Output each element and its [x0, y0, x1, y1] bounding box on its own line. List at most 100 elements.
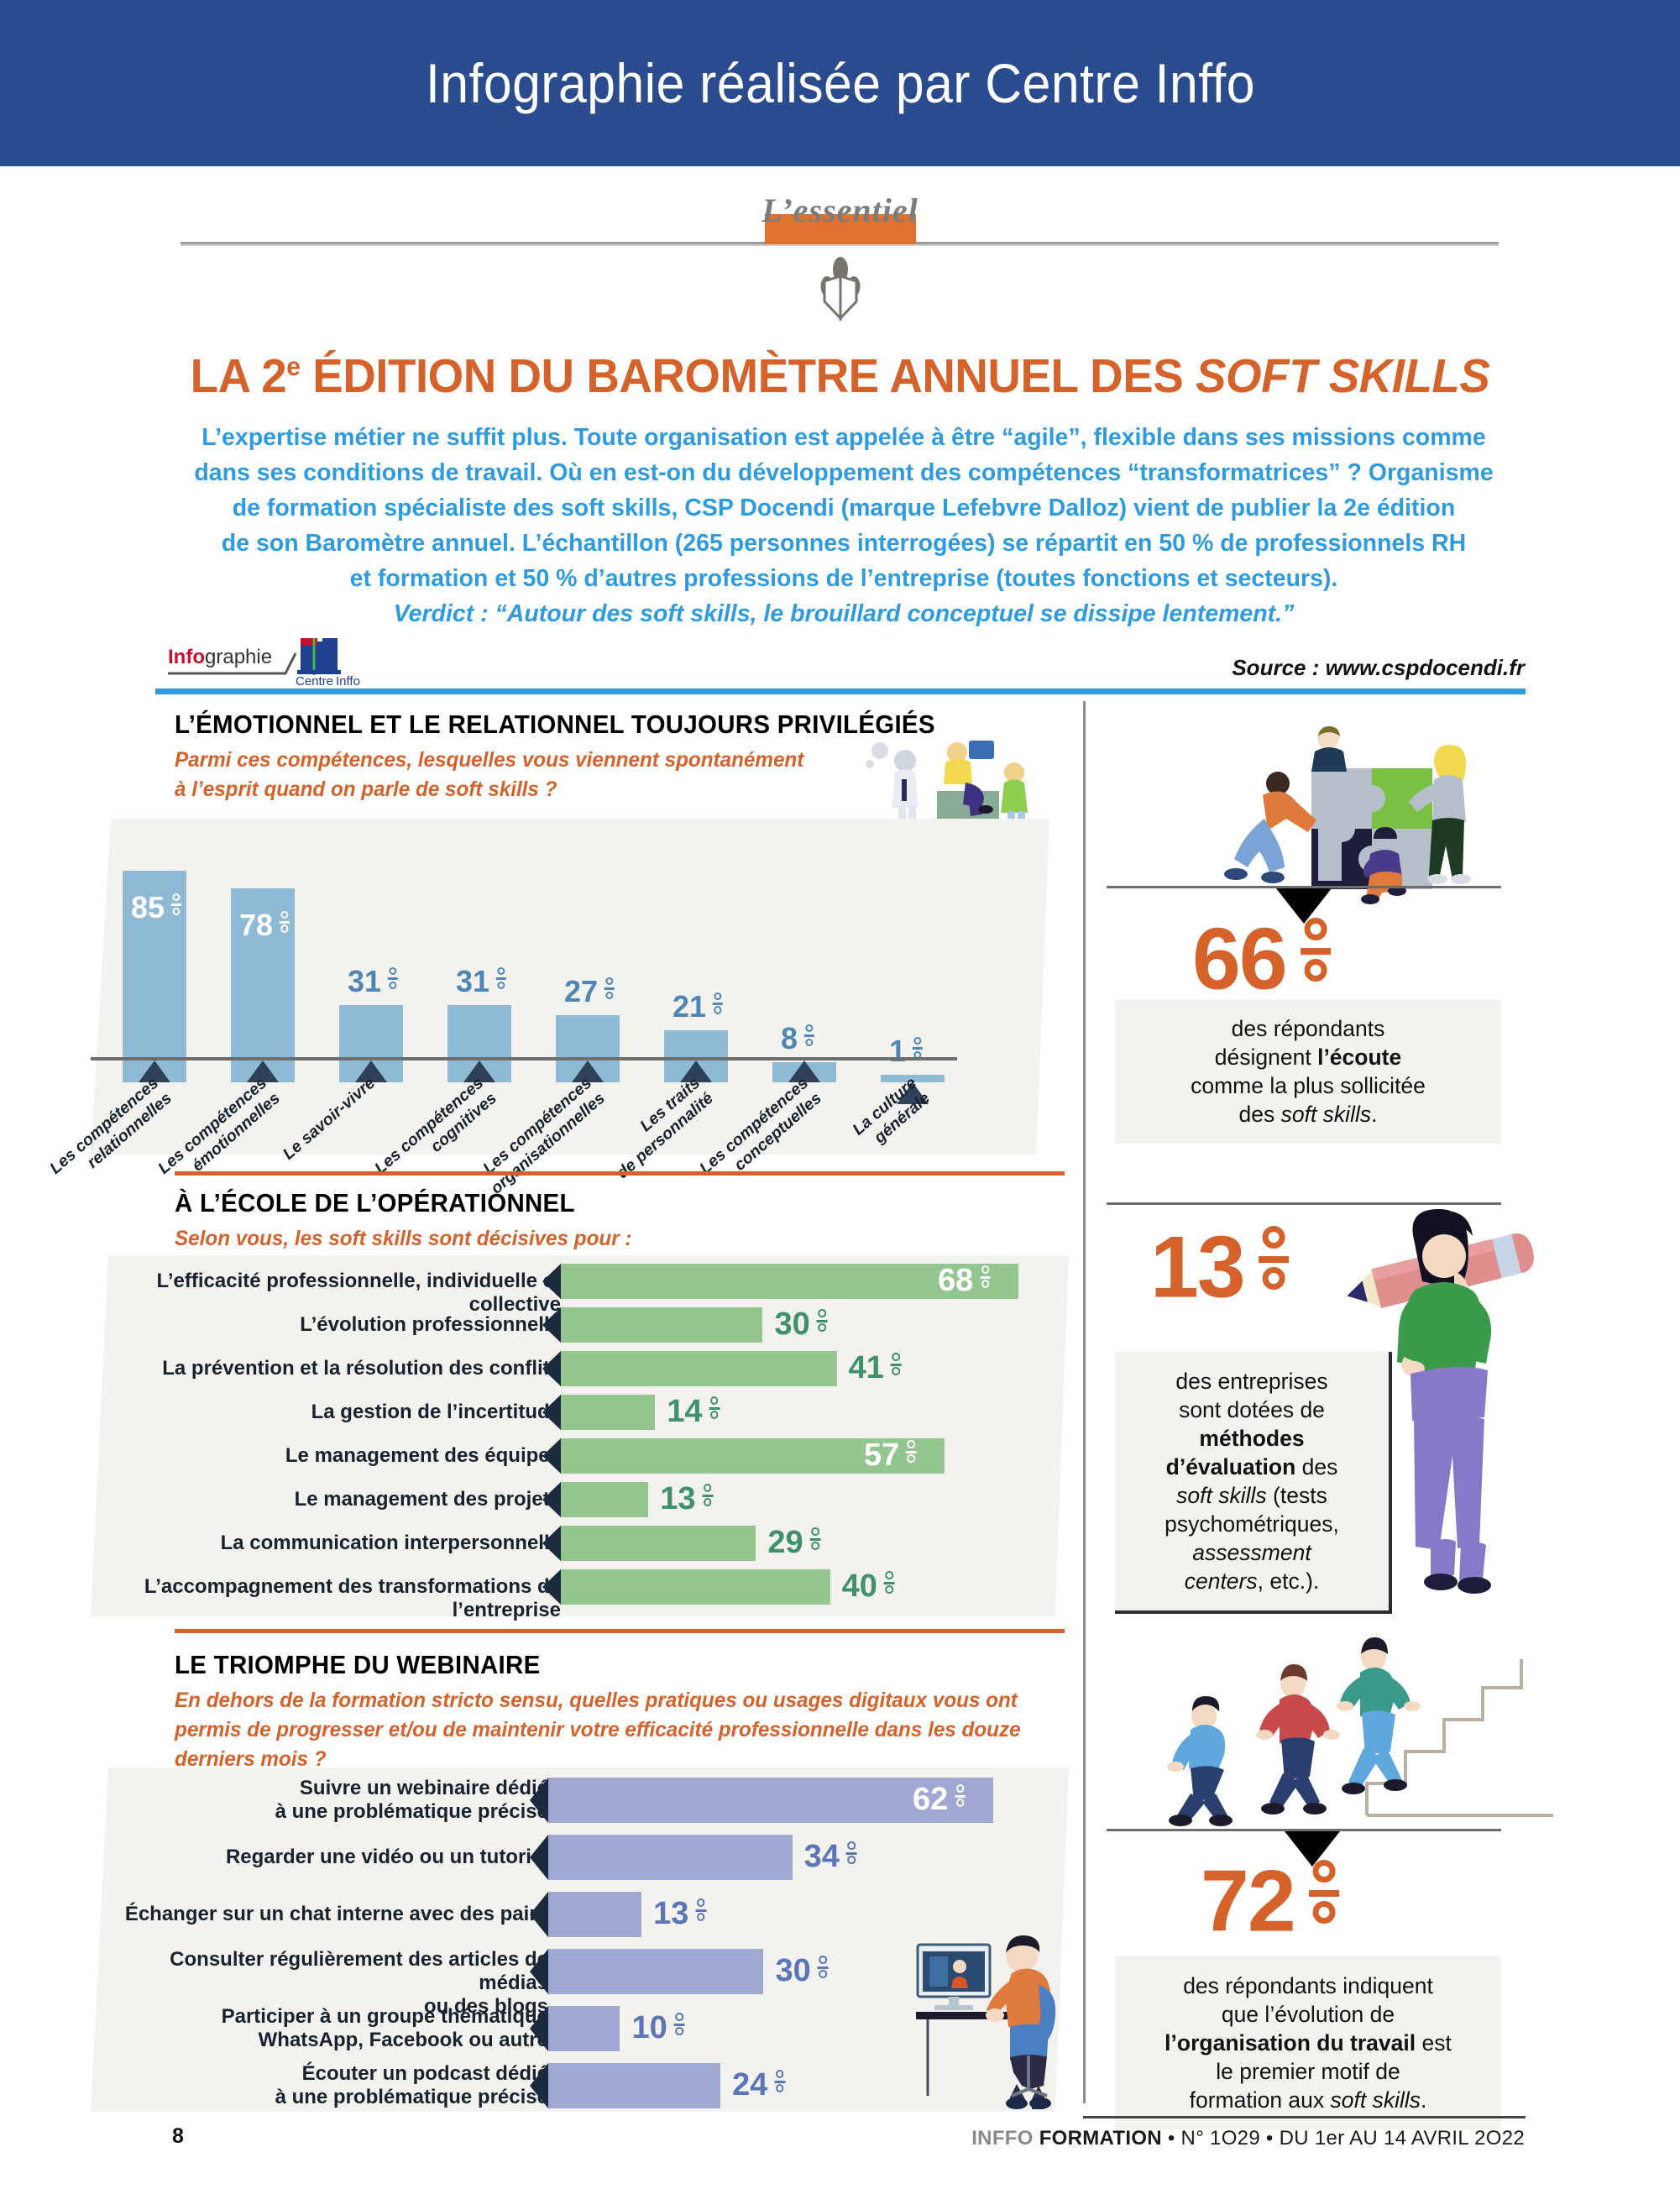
section-3-title: LE TRIOMPHE DU WEBINAIRE [175, 1650, 541, 1679]
horizontal-bar [548, 2006, 620, 2051]
bar-value: 29 [767, 1525, 803, 1560]
stat-3-description: des répondants indiquent que l’évolution… [1115, 1956, 1501, 2129]
bar-category-label: L’évolution professionnelle [99, 1313, 561, 1337]
desk-worker-illustration [911, 1931, 1079, 2112]
blue-divider [155, 689, 1526, 694]
stat-2-line-8: centers, etc.). [1127, 1567, 1377, 1595]
bar-arrow-notch [542, 1351, 561, 1386]
headline-part2: ÉDITION DU BAROMÈTRE ANNUEL DES [300, 349, 1196, 403]
bar-value-label: 78 [239, 909, 291, 940]
percent-icon [816, 1954, 830, 1981]
intro-line-5: et formation et 50 % d’autres profession… [349, 565, 1338, 592]
horizontal-bar [561, 1438, 945, 1474]
bar-arrow-notch [542, 1438, 561, 1474]
stat-2-line-5: soft skills (tests [1127, 1481, 1377, 1510]
bar-value: 40 [841, 1568, 877, 1604]
bar-value-label: 13 [660, 1482, 714, 1515]
stat-3-line-2: que l’évolution de [1221, 2002, 1395, 2027]
bar-value: 8 [781, 1021, 798, 1056]
bar-arrow-notch [542, 1307, 561, 1343]
intro-line-1: L’expertise métier ne suffit plus. Toute… [201, 424, 1486, 451]
percent-icon [495, 966, 508, 992]
percent-icon [711, 991, 725, 1017]
stat-2-line-7-italic: assessment [1192, 1540, 1311, 1565]
horizontal-bar [548, 1835, 793, 1880]
bar-arrow-notch [530, 2006, 548, 2051]
bar-category-label: L’efficacité professionnelle, individuel… [99, 1270, 561, 1317]
footer-rule [1083, 2116, 1526, 2118]
bar-value-label: 13 [653, 1897, 708, 1930]
category-line: Échanger sur un chat interne avec des pa… [124, 1903, 548, 1925]
percent-icon [386, 966, 400, 992]
bar-value: 31 [348, 964, 382, 999]
category-line: La gestion de l’incertitude [311, 1401, 561, 1423]
bar-value: 24 [732, 2067, 768, 2103]
stat-3-line-5: formation aux soft skills. [1127, 2086, 1489, 2114]
stat-2-line-4-post: des [1295, 1454, 1338, 1479]
bar-arrow-notch [542, 1395, 561, 1430]
stat-2-percent-icon [1254, 1222, 1294, 1296]
section-1-heading: L’ÉMOTIONNEL ET LE RELATIONNEL TOUJOURS … [175, 710, 1065, 804]
percent-icon [693, 1897, 708, 1924]
bar-category-label: Écouter un podcast dédié à une problémati… [99, 2062, 548, 2109]
bar-value: 30 [775, 1953, 811, 1988]
category-line: La prévention et la résolution des confl… [162, 1357, 561, 1380]
page-banner: Infographie réalisée par Centre Inffo [0, 0, 1680, 166]
puzzle-people-illustration [1217, 718, 1494, 924]
bar-value: 41 [848, 1350, 884, 1385]
horizontal-bar [548, 2063, 721, 2108]
percent-icon [673, 2011, 687, 2038]
bar-base-triangle [463, 1060, 495, 1082]
bar-base-triangle [680, 1060, 712, 1082]
stat-1-line-1: des répondants [1231, 1016, 1385, 1041]
bar-value-label: 34 [804, 1840, 859, 1872]
stat-2-line-2: sont dotées de [1179, 1397, 1325, 1422]
bar-category-label: Suivre un webinaire dédié à une problémat… [99, 1777, 548, 1824]
horizontal-bar [561, 1569, 830, 1605]
section-1-subtitle-line-1: Parmi ces compétences, lesquelles vous v… [175, 748, 804, 772]
stat-2-line-8-italic: centers [1184, 1568, 1258, 1594]
category-line: Le management des projets [294, 1488, 561, 1511]
purple-chart-background [91, 1767, 1069, 2112]
bar-value-label: 30 [774, 1307, 829, 1340]
svg-text:Inffo: Inffo [336, 674, 360, 689]
bar-base-triangle [247, 1060, 279, 1082]
stat-3-number: 72 [1201, 1856, 1344, 1945]
percent-icon [772, 2068, 787, 2095]
stat-1-line-4: des soft skills. [1127, 1100, 1489, 1129]
horizontal-bar [548, 1778, 993, 1823]
bar-arrow-notch [542, 1264, 561, 1299]
section-2-heading: À L’ÉCOLE DE L’OPÉRATIONNEL Selon vous, … [175, 1188, 1065, 1254]
horizontal-bar [548, 1892, 642, 1937]
bar-value: 13 [660, 1481, 696, 1516]
bar-arrow-notch [530, 1778, 548, 1823]
bar-value-label: 21 [673, 991, 725, 1022]
bar-category-label: La communication interpersonnelle [99, 1532, 561, 1555]
section-3-subtitle-line-3: derniers mois ? [175, 1747, 327, 1771]
section-2-bottom-rule [175, 1629, 1065, 1633]
source-label: Source : www.cspdocendi.fr [1232, 655, 1525, 680]
stat-2-number: 13 [1150, 1222, 1294, 1311]
percent-icon [904, 1438, 919, 1465]
essentiel-label: L’essentiel [761, 191, 919, 229]
bar-value: 13 [653, 1896, 689, 1931]
green-horizontal-bar-chart: L’efficacité professionnelle, individuel… [91, 1255, 1069, 1621]
stat-3-value: 72 [1201, 1852, 1296, 1951]
percent-icon [845, 1840, 859, 1867]
bar-arrow-notch [530, 1835, 548, 1880]
page-number: 8 [172, 2124, 184, 2148]
essentiel-header: L’essentiel [0, 181, 1680, 290]
stat-3-pointer [1285, 1831, 1340, 1867]
bar-value-label: 29 [767, 1526, 822, 1558]
percent-icon [882, 1569, 897, 1596]
category-line: à une problématique précise [275, 1800, 548, 1823]
stat-3-line-3: l’organisation du travail est [1127, 2029, 1489, 2057]
bar-value-label: 27 [564, 976, 616, 1007]
bar-value-label: 40 [842, 1569, 897, 1602]
percent-icon [278, 909, 291, 935]
bar-base-triangle [788, 1060, 820, 1082]
horizontal-bar [561, 1395, 656, 1430]
bar-value: 1 [889, 1034, 907, 1068]
stat-1-number: 66 [1192, 914, 1336, 1003]
stat-2-line-4-bold: d’évaluation [1165, 1454, 1296, 1479]
